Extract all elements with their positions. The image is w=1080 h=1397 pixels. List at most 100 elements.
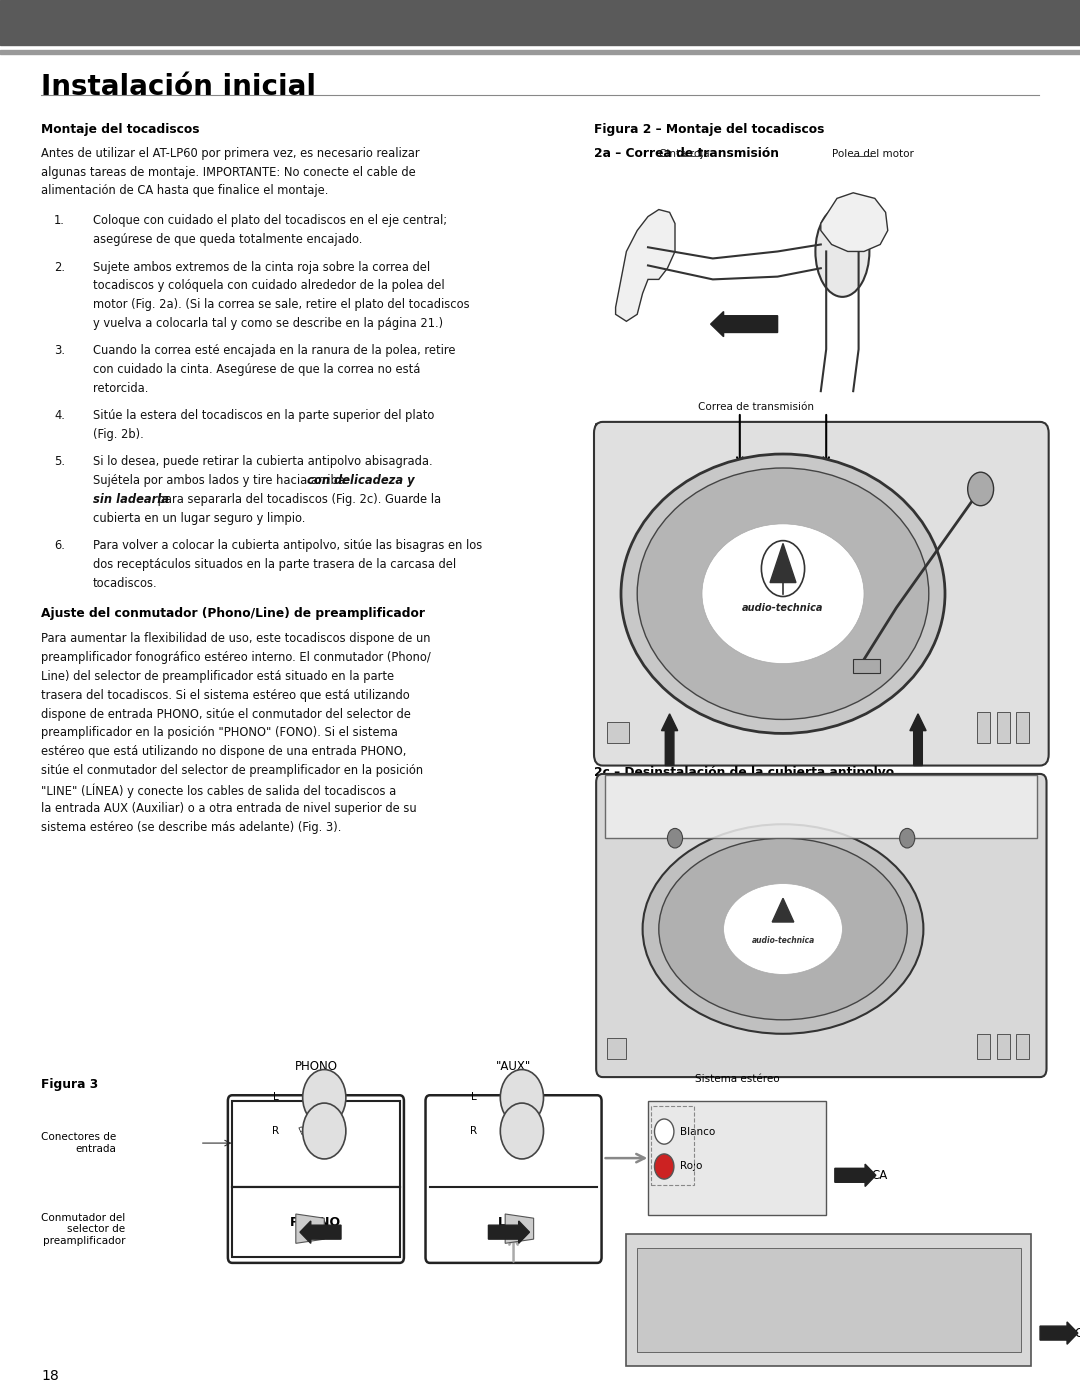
Text: Figura 3: Figura 3 (41, 1078, 98, 1091)
Text: 2b – Estera: 2b – Estera (594, 422, 670, 434)
Ellipse shape (637, 468, 929, 719)
Text: Cinta roja: Cinta roja (659, 149, 710, 159)
Text: tocadiscos y colóquela con cuidado alrededor de la polea del: tocadiscos y colóquela con cuidado alred… (93, 279, 445, 292)
Text: L: L (273, 1092, 279, 1102)
Circle shape (667, 828, 683, 848)
FancyArrow shape (711, 312, 778, 337)
Text: Instalación inicial: Instalación inicial (41, 73, 316, 101)
Text: Correa de transmisión: Correa de transmisión (698, 402, 814, 412)
Bar (1016, 712, 1029, 743)
Text: la entrada AUX (Auxiliar) o a otra entrada de nivel superior de su: la entrada AUX (Auxiliar) o a otra entra… (41, 802, 417, 814)
Text: Conectores de
entrada: Conectores de entrada (41, 1133, 117, 1154)
Bar (596, 154, 1044, 398)
Circle shape (968, 472, 994, 506)
FancyArrow shape (488, 1221, 529, 1243)
Text: estéreo que está utilizando no dispone de una entrada PHONO,: estéreo que está utilizando no dispone d… (41, 745, 406, 759)
FancyBboxPatch shape (626, 1234, 1031, 1366)
FancyArrow shape (661, 714, 678, 766)
Text: Si lo desea, puede retirar la cubierta antipolvo abisagrada.: Si lo desea, puede retirar la cubierta a… (93, 455, 432, 468)
FancyBboxPatch shape (637, 1248, 1021, 1352)
Ellipse shape (702, 524, 864, 664)
Bar (853, 659, 880, 673)
Ellipse shape (643, 824, 923, 1034)
Text: Coloque con cuidado el plato del tocadiscos en el eje central;: Coloque con cuidado el plato del tocadis… (93, 214, 447, 228)
Bar (0, 50, 1080, 54)
Polygon shape (296, 1214, 324, 1243)
Bar (607, 1038, 626, 1059)
Text: Cuando la correa esté encajada en la ranura de la polea, retire: Cuando la correa esté encajada en la ran… (93, 344, 456, 358)
Polygon shape (770, 543, 796, 583)
FancyArrow shape (1040, 1322, 1078, 1344)
Circle shape (654, 1119, 674, 1144)
Bar (977, 712, 990, 743)
Bar (997, 712, 1010, 743)
Text: CA: CA (872, 1169, 888, 1182)
Text: 18: 18 (41, 1369, 58, 1383)
Circle shape (302, 1070, 346, 1126)
FancyBboxPatch shape (596, 774, 1047, 1077)
Text: Sujétela por ambos lados y tire hacia arriba: Sujétela por ambos lados y tire hacia ar… (93, 474, 349, 488)
Text: y vuelva a colocarla tal y como se describe en la página 21.): y vuelva a colocarla tal y como se descr… (93, 317, 443, 330)
Text: 1.: 1. (54, 214, 65, 228)
Text: PHONO: PHONO (297, 1112, 335, 1136)
Text: Ajuste del conmutador (Phono/Line) de preamplificador: Ajuste del conmutador (Phono/Line) de pr… (41, 606, 426, 620)
Text: Para volver a colocar la cubierta antipolvo, sitúe las bisagras en los: Para volver a colocar la cubierta antipo… (93, 539, 482, 552)
Bar (0, 0, 1080, 45)
Text: 6.: 6. (54, 539, 65, 552)
Text: Conmutador del
selector de
preamplificador: Conmutador del selector de preamplificad… (41, 1213, 125, 1246)
Polygon shape (505, 1214, 534, 1243)
Text: tocadiscos.: tocadiscos. (93, 577, 158, 590)
Circle shape (900, 828, 915, 848)
Text: Sujete ambos extremos de la cinta roja sobre la correa del: Sujete ambos extremos de la cinta roja s… (93, 260, 430, 274)
Text: con delicadeza y: con delicadeza y (307, 474, 415, 488)
Ellipse shape (621, 454, 945, 733)
Text: audio-technica: audio-technica (752, 936, 814, 944)
FancyArrow shape (835, 1164, 876, 1186)
Bar (607, 722, 629, 743)
Polygon shape (616, 210, 675, 321)
Text: asegúrese de que queda totalmente encajado.: asegúrese de que queda totalmente encaja… (93, 233, 362, 246)
Text: 5.: 5. (54, 455, 65, 468)
FancyArrow shape (909, 714, 926, 766)
Text: dispone de entrada PHONO, sitúe el conmutador del selector de: dispone de entrada PHONO, sitúe el conmu… (41, 707, 410, 721)
Circle shape (654, 1154, 674, 1179)
Text: Rojo: Rojo (680, 1161, 703, 1172)
Text: (Fig. 2b).: (Fig. 2b). (93, 427, 144, 441)
Text: 2a – Correa de transmisión: 2a – Correa de transmisión (594, 147, 779, 159)
Text: PHONO: PHONO (291, 1217, 341, 1229)
Polygon shape (821, 193, 888, 251)
Text: preamplificador en la posición "PHONO" (FONO). Si el sistema: preamplificador en la posición "PHONO" (… (41, 726, 397, 739)
Text: Polea del motor: Polea del motor (832, 149, 914, 159)
Text: dos receptáculos situados en la parte trasera de la carcasa del: dos receptáculos situados en la parte tr… (93, 557, 456, 571)
Text: PHONO: PHONO (295, 1060, 337, 1073)
Circle shape (302, 1104, 346, 1160)
Text: para separarla del tocadiscos (Fig. 2c). Guarde la: para separarla del tocadiscos (Fig. 2c).… (154, 493, 442, 506)
Text: retorcida.: retorcida. (93, 381, 148, 395)
FancyArrow shape (300, 1221, 341, 1243)
FancyBboxPatch shape (605, 775, 1037, 838)
Text: audio-technica: audio-technica (742, 602, 824, 613)
Text: R: R (272, 1126, 279, 1136)
Ellipse shape (724, 884, 842, 975)
Text: Para aumentar la flexibilidad de uso, este tocadiscos dispone de un: Para aumentar la flexibilidad de uso, es… (41, 631, 431, 645)
Circle shape (500, 1070, 543, 1126)
Text: 4.: 4. (54, 409, 65, 422)
Text: sin ladearla: sin ladearla (93, 493, 168, 506)
Text: trasera del tocadiscos. Si el sistema estéreo que está utilizando: trasera del tocadiscos. Si el sistema es… (41, 689, 409, 701)
Text: sistema estéreo (se describe más adelante) (Fig. 3).: sistema estéreo (se describe más adelant… (41, 820, 341, 834)
Polygon shape (772, 898, 794, 922)
Circle shape (500, 1104, 543, 1160)
Ellipse shape (815, 207, 869, 298)
Text: "LINE" (LÍNEA) y conecte los cables de salida del tocadiscos a: "LINE" (LÍNEA) y conecte los cables de s… (41, 782, 396, 798)
Text: con cuidado la cinta. Asegúrese de que la correa no está: con cuidado la cinta. Asegúrese de que l… (93, 363, 420, 376)
Text: motor (Fig. 2a). (Si la correa se sale, retire el plato del tocadiscos: motor (Fig. 2a). (Si la correa se sale, … (93, 298, 470, 312)
Text: Figura 2 – Montaje del tocadiscos: Figura 2 – Montaje del tocadiscos (594, 123, 824, 136)
Text: cubierta en un lugar seguro y limpio.: cubierta en un lugar seguro y limpio. (93, 511, 306, 525)
FancyBboxPatch shape (594, 422, 1049, 766)
Text: "AUX": "AUX" (496, 1060, 531, 1073)
Ellipse shape (659, 838, 907, 1020)
Text: Line) del selector de preamplificador está situado en la parte: Line) del selector de preamplificador es… (41, 669, 394, 683)
Text: CA: CA (1075, 1327, 1080, 1340)
Text: Sitúe la estera del tocadiscos en la parte superior del plato: Sitúe la estera del tocadiscos en la par… (93, 409, 434, 422)
Text: R: R (470, 1126, 476, 1136)
